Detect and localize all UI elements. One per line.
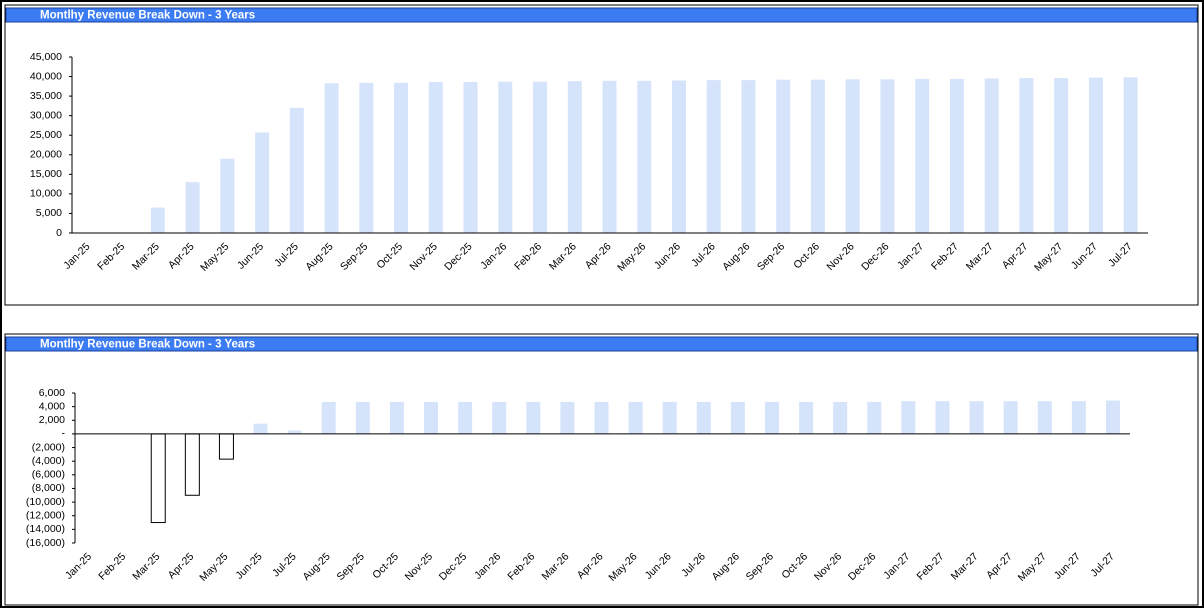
bar — [764, 401, 779, 434]
bar — [526, 401, 541, 434]
bar — [602, 80, 617, 233]
bar — [901, 401, 916, 434]
bar — [150, 207, 165, 233]
y-tick-label: 35,000 — [30, 90, 62, 102]
bar — [1003, 401, 1018, 434]
panel — [4, 333, 1199, 606]
y-tick-label: 30,000 — [30, 109, 62, 121]
bar — [185, 182, 200, 233]
bar — [184, 433, 200, 496]
bar — [255, 132, 270, 233]
bar — [424, 401, 439, 434]
y-tick-label: 0 — [56, 227, 62, 239]
y-tick-label: (2,000) — [32, 441, 65, 453]
bar — [359, 82, 374, 234]
y-tick-label: 6,000 — [39, 387, 65, 399]
panel — [4, 4, 1199, 306]
bar — [1019, 78, 1034, 234]
bar — [287, 430, 302, 434]
bar — [949, 78, 964, 233]
bar — [915, 78, 930, 233]
bar — [218, 433, 234, 460]
title-bar — [5, 7, 1198, 23]
bar — [935, 401, 950, 434]
y-tick-label: 20,000 — [30, 149, 62, 161]
bar — [637, 80, 652, 233]
y-tick-label: 40,000 — [30, 70, 62, 82]
bar — [324, 83, 339, 234]
y-tick-label: (14,000) — [26, 523, 65, 535]
bar — [594, 401, 609, 434]
bar — [560, 401, 575, 434]
bar — [706, 80, 721, 233]
bar — [1037, 401, 1052, 434]
bar — [867, 401, 882, 434]
bar — [984, 78, 999, 233]
y-tick-label: 15,000 — [30, 168, 62, 180]
bar — [969, 401, 984, 434]
bar — [150, 433, 166, 524]
bar — [428, 82, 443, 233]
y-tick-label: 45,000 — [30, 51, 62, 63]
bar — [567, 81, 582, 233]
y-tick-label: 25,000 — [30, 129, 62, 141]
bar — [776, 79, 791, 233]
bar — [810, 79, 825, 233]
bar — [799, 401, 814, 434]
bar — [289, 107, 304, 233]
y-tick-label: (8,000) — [32, 482, 65, 494]
bar — [880, 79, 895, 233]
chart-title: Montlhy Revenue Break Down - 3 Years — [40, 339, 255, 351]
y-tick-label: 10,000 — [30, 188, 62, 200]
bar — [696, 401, 711, 434]
y-tick-label: (10,000) — [26, 496, 65, 508]
bar — [845, 79, 860, 233]
y-tick-label: 2,000 — [39, 414, 65, 426]
y-tick-label: 4,000 — [39, 400, 65, 412]
bar — [458, 401, 473, 434]
y-tick-label: (6,000) — [32, 469, 65, 481]
title-bar — [5, 336, 1198, 352]
bar — [833, 401, 848, 434]
bar — [498, 81, 513, 233]
bar — [220, 158, 235, 233]
y-tick-label: - — [62, 428, 66, 440]
bar — [253, 423, 268, 434]
bar — [321, 401, 336, 434]
y-tick-label: (4,000) — [32, 455, 65, 467]
bar — [1054, 78, 1069, 234]
y-tick-label: 5,000 — [36, 207, 62, 219]
bar — [730, 401, 745, 434]
bar — [394, 82, 409, 234]
bar — [389, 401, 404, 434]
y-tick-label: (12,000) — [26, 510, 65, 522]
bar — [492, 401, 507, 434]
bar — [533, 81, 548, 233]
chart-title: Montlhy Revenue Break Down - 3 Years — [40, 10, 255, 22]
bar — [1123, 77, 1138, 234]
bar — [1088, 77, 1103, 234]
bar — [1105, 400, 1120, 434]
bar — [628, 401, 643, 434]
bar — [1071, 401, 1086, 434]
bar — [671, 80, 686, 233]
bar — [741, 80, 756, 233]
bar — [355, 401, 370, 434]
bar — [662, 401, 677, 434]
bar — [463, 82, 478, 233]
y-tick-label: (16,000) — [26, 537, 65, 549]
